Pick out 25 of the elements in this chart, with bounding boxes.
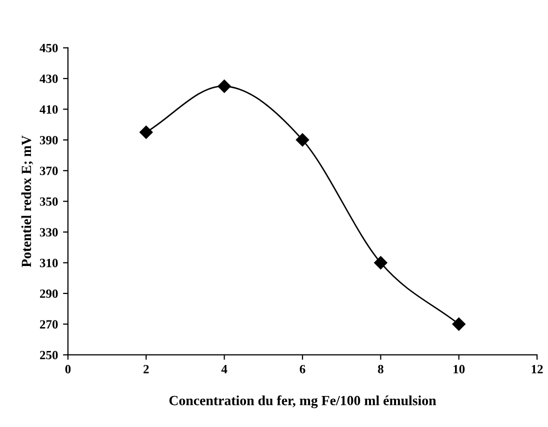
x-axis-title: Concentration du fer, mg Fe/100 ml émulsion bbox=[169, 395, 436, 408]
y-axis-title: Potentiel redox E; mV bbox=[21, 135, 34, 268]
y-tick-label: 250 bbox=[40, 350, 58, 360]
x-tick-label: 12 bbox=[532, 364, 543, 374]
x-tick-label: 2 bbox=[144, 364, 149, 374]
y-tick-label: 410 bbox=[40, 105, 58, 114]
x-tick-label: 0 bbox=[65, 364, 71, 374]
y-tick-label: 350 bbox=[40, 197, 58, 206]
y-tick-label: 310 bbox=[40, 258, 58, 268]
y-tick-label: 330 bbox=[40, 228, 58, 236]
y-tick-label: 370 bbox=[40, 166, 58, 176]
x-tick-label: 4 bbox=[221, 365, 228, 374]
point bbox=[452, 318, 466, 331]
point bbox=[296, 133, 310, 147]
x-tick-label: 8 bbox=[378, 364, 384, 374]
y-tick-label: 430 bbox=[40, 74, 58, 83]
x-tick-label: 10 bbox=[454, 364, 465, 374]
y-tick-label: 390 bbox=[40, 136, 58, 144]
y-tick-label: 450 bbox=[40, 44, 58, 52]
point bbox=[218, 80, 231, 93]
y-tick-label: 270 bbox=[40, 320, 58, 329]
y-tick-label: 290 bbox=[40, 289, 58, 298]
point bbox=[374, 256, 388, 270]
x-tick-label: 6 bbox=[300, 364, 306, 374]
point bbox=[140, 126, 153, 139]
